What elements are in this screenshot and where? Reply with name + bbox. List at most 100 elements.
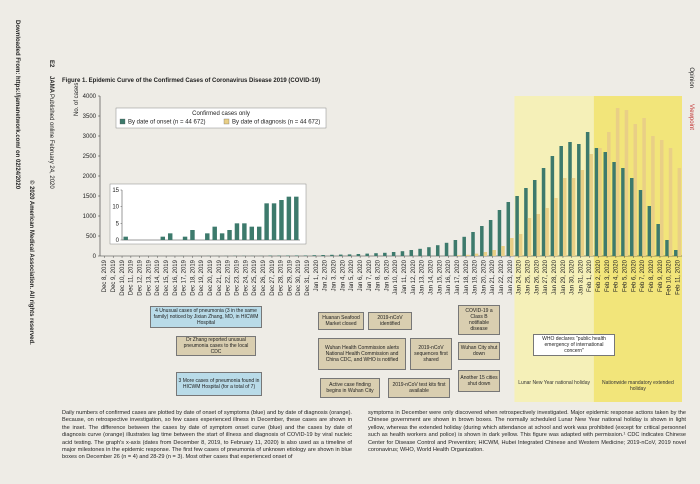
- x-tick-label: Jan 14, 2020: [428, 259, 434, 294]
- bar: [659, 140, 664, 256]
- bar: [212, 226, 217, 240]
- bar: [545, 208, 549, 256]
- annotation: 4 Unusual cases of pneumonia (3 in the s…: [150, 306, 262, 328]
- legend-title: Confirmed cases only: [192, 111, 250, 117]
- bar: [568, 142, 572, 256]
- x-tick-label: Dec 14, 2019: [155, 259, 161, 295]
- bar: [182, 236, 188, 240]
- annotation: Huanan Seafood Market closed: [318, 312, 364, 330]
- x-tick-label: Jan 4, 2020: [340, 259, 346, 291]
- x-tick-label: Jan 16, 2020: [446, 259, 452, 294]
- x-tick-label: Feb 6, 2020: [631, 259, 637, 292]
- journal: JAMA: [48, 76, 54, 94]
- downloaded: Downloaded From: https://jamanetwork.com…: [14, 20, 20, 190]
- holiday-label: Lunar New Year national holiday: [518, 380, 590, 386]
- x-tick-label: Feb 9, 2020: [658, 259, 664, 292]
- bar: [356, 254, 361, 256]
- bar: [612, 162, 616, 256]
- x-tick-label: Dec 8, 2019: [102, 259, 108, 292]
- y-tick-label: 2500: [83, 154, 97, 160]
- x-tick-label: Feb 1, 2020: [587, 259, 593, 292]
- x-tick-label: Jan 23, 2020: [508, 259, 514, 294]
- bar: [589, 154, 593, 256]
- bar: [642, 118, 646, 256]
- bar: [383, 252, 387, 256]
- bar: [462, 236, 466, 256]
- y-tick-label: 0: [93, 254, 97, 260]
- bar: [607, 132, 611, 256]
- bar: [621, 168, 625, 256]
- x-tick-label: Jan 10, 2020: [393, 259, 399, 294]
- y-tick-label: 1000: [83, 214, 97, 220]
- legend-swatch: [119, 118, 126, 125]
- x-tick-label: Jan 25, 2020: [525, 259, 531, 294]
- bar: [294, 255, 299, 256]
- inset-tick-label: 0: [116, 238, 120, 244]
- bar: [205, 233, 210, 240]
- x-tick-label: Jan 7, 2020: [367, 259, 373, 291]
- annotation: 2019-nCoV identified: [368, 312, 412, 330]
- x-tick-label: Dec 18, 2019: [190, 259, 196, 295]
- x-tick-label: Dec 23, 2019: [234, 259, 240, 295]
- x-tick-label: Dec 29, 2019: [287, 259, 293, 295]
- section: Opinion: [688, 67, 694, 88]
- bar: [598, 148, 602, 256]
- copyright: © 2020 American Medical Association. All…: [28, 180, 35, 345]
- bar: [629, 178, 634, 256]
- bar: [234, 223, 240, 240]
- x-tick-label: Jan 29, 2020: [561, 259, 567, 294]
- bar: [391, 252, 396, 256]
- bar: [668, 148, 673, 256]
- page-number: E2: [48, 60, 54, 68]
- x-tick-label: Dec 17, 2019: [182, 259, 188, 295]
- bar: [580, 170, 585, 256]
- x-tick-label: Jan 11, 2020: [402, 259, 408, 294]
- y-tick-label: 500: [86, 234, 97, 240]
- bar: [501, 246, 505, 256]
- bar: [264, 203, 269, 240]
- x-tick-label: Jan 18, 2020: [464, 259, 470, 294]
- bar: [123, 236, 128, 240]
- y-tick-label: 2000: [83, 174, 97, 180]
- bar: [190, 230, 195, 240]
- bar: [249, 226, 255, 240]
- bar: [515, 196, 519, 256]
- holiday-label: Nationwide mandatory extended holiday: [602, 380, 674, 392]
- bar: [279, 200, 284, 240]
- legend-box: [115, 107, 327, 129]
- caption: Daily numbers of confirmed cases are plo…: [62, 410, 352, 461]
- bar: [457, 255, 461, 256]
- bar: [418, 248, 422, 256]
- x-tick-label: Jan 20, 2020: [481, 259, 487, 294]
- y-tick-label: 3500: [83, 114, 97, 120]
- bar: [294, 196, 299, 240]
- x-tick-label: Dec 10, 2019: [120, 259, 126, 295]
- bar: [603, 152, 608, 256]
- x-tick-label: Jan 9, 2020: [384, 259, 390, 291]
- bar: [624, 110, 629, 256]
- bar: [321, 255, 325, 256]
- x-tick-label: Jan 19, 2020: [473, 259, 479, 294]
- x-tick-label: Dec 30, 2019: [296, 259, 302, 295]
- x-tick-label: Dec 13, 2019: [146, 259, 152, 295]
- x-tick-label: Jan 27, 2020: [543, 259, 549, 294]
- x-tick-label: Jan 15, 2020: [437, 259, 443, 294]
- bar: [465, 254, 470, 256]
- x-tick-label: Dec 9, 2019: [111, 259, 117, 292]
- x-tick-label: Dec 21, 2019: [217, 259, 223, 295]
- x-tick-label: Jan 30, 2020: [570, 259, 576, 294]
- bar: [651, 136, 655, 256]
- bar: [242, 223, 247, 240]
- annotation: Wuhan City shut down: [458, 342, 500, 360]
- x-tick-label: Jan 8, 2020: [376, 259, 382, 291]
- bar: [559, 146, 563, 256]
- bar: [483, 252, 488, 256]
- annotation: WHO declares "public health emergency of…: [533, 334, 615, 356]
- x-tick-label: Dec 28, 2019: [279, 259, 285, 295]
- bar: [577, 144, 581, 256]
- x-tick-label: Dec 24, 2019: [243, 259, 249, 295]
- x-tick-label: Jan 28, 2020: [552, 259, 558, 294]
- bar: [638, 190, 643, 256]
- bar: [665, 240, 669, 256]
